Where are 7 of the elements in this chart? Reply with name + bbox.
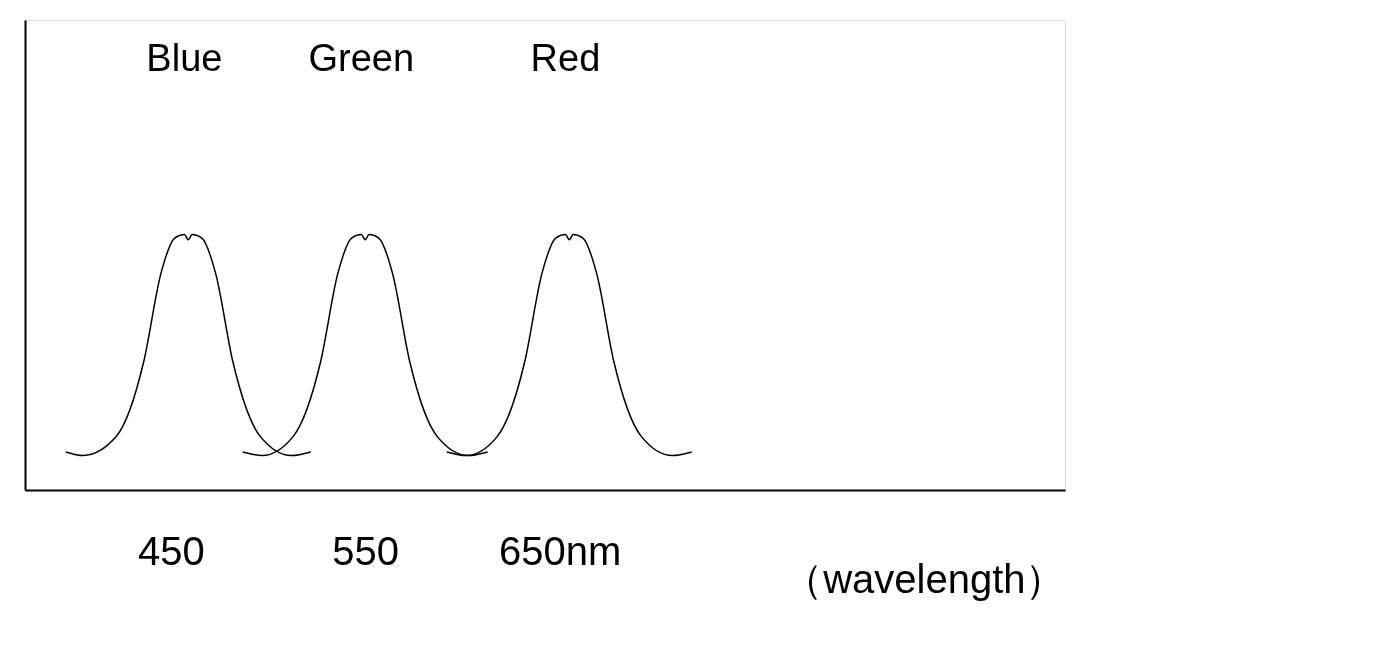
x-axis-title: （wavelength） — [783, 556, 1066, 601]
text: Green — [308, 37, 415, 79]
x-tick-label: 450 — [137, 528, 205, 573]
x-tick-label: 650nm — [498, 528, 622, 573]
text: Red — [530, 37, 601, 79]
text: Blue — [146, 37, 223, 79]
x-tick-label: 550 — [332, 528, 400, 573]
